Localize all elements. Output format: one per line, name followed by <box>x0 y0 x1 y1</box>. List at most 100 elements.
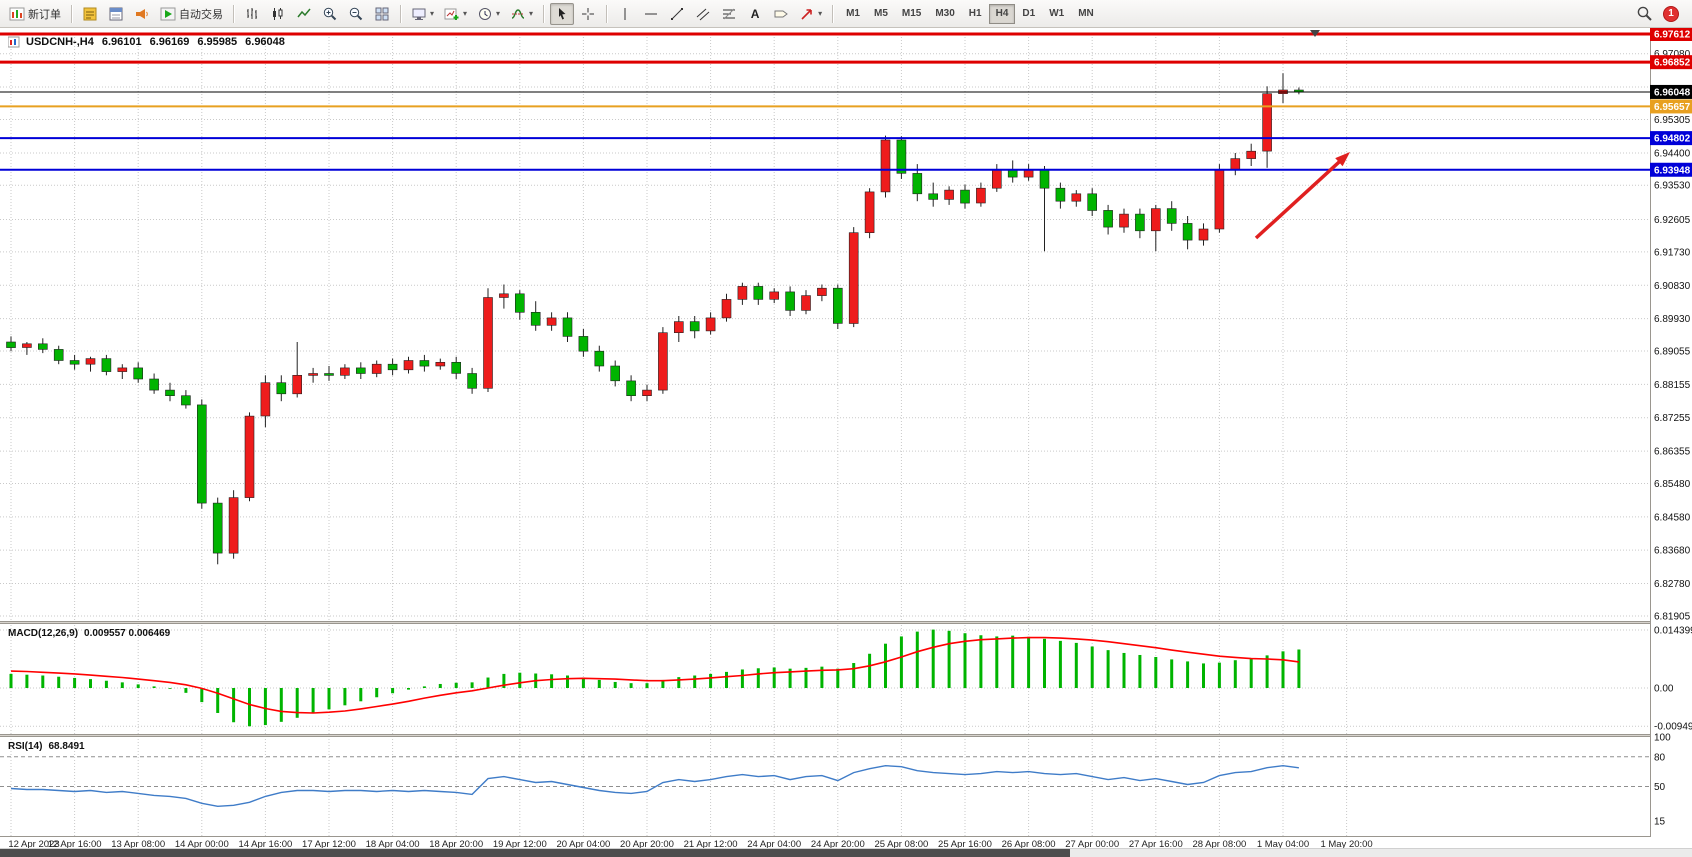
timeframe-h4[interactable]: H4 <box>988 3 1016 24</box>
candle-up <box>817 287 827 296</box>
macd-name: MACD(12,26,9) <box>8 628 79 639</box>
quotes-button[interactable] <box>78 3 102 25</box>
candle-down <box>1103 210 1113 228</box>
candle-down <box>1007 169 1018 178</box>
timeframe-w1[interactable]: W1 <box>1049 8 1065 19</box>
crosshair-button[interactable] <box>576 3 600 25</box>
timeframe-m15[interactable]: M15 <box>901 8 922 19</box>
candle-down <box>149 378 159 391</box>
time-axis-label: 25 Apr 08:00 <box>874 839 928 850</box>
chevron-down-icon: ▾ <box>430 8 435 18</box>
candle-down <box>355 367 366 374</box>
candle-up <box>1119 213 1129 228</box>
candle-up <box>340 367 350 376</box>
candle-up <box>499 293 509 298</box>
price-axis-label: 6.91730 <box>1654 247 1691 258</box>
zoom-out-button[interactable] <box>344 3 368 25</box>
time-axis-label: 27 Apr 16:00 <box>1129 839 1183 850</box>
panel-divider[interactable] <box>0 734 1692 737</box>
price-badge-label: 6.94802 <box>1654 134 1691 145</box>
trendline-button[interactable] <box>665 3 689 25</box>
arrows-button[interactable]: ▾ <box>795 3 826 25</box>
timeframe-d1[interactable]: D1 <box>1022 8 1036 19</box>
candle-down <box>419 360 430 367</box>
time-axis-label: 14 Apr 00:00 <box>175 839 229 850</box>
trend-arrow-annotation[interactable] <box>1254 156 1345 240</box>
toolbar-right: 1 <box>1636 5 1687 22</box>
candle-down <box>1055 187 1066 202</box>
time-axis-label: 1 May 04:00 <box>1257 839 1309 850</box>
zoom-in-button[interactable] <box>318 3 342 25</box>
zoom-in-icon <box>323 7 337 20</box>
price-badge <box>1650 99 1692 114</box>
candle-up <box>944 189 954 200</box>
time-axis-label: 24 Apr 04:00 <box>747 839 801 850</box>
timeframe-m5[interactable]: M5 <box>873 8 888 19</box>
notification-count: 1 <box>1668 8 1674 19</box>
bars-chart-button[interactable] <box>240 3 264 25</box>
candle-down <box>514 293 525 313</box>
time-axis-label: 18 Apr 20:00 <box>429 839 483 850</box>
channel-button[interactable] <box>691 3 715 25</box>
macd-signal-line <box>10 636 1300 714</box>
data-window-button[interactable] <box>104 3 128 25</box>
fibonacci-icon <box>723 8 736 19</box>
price-axis-label: 6.81905 <box>1654 611 1691 622</box>
horizontal-scrollbar[interactable] <box>0 848 1692 857</box>
chevron-down-icon: ▾ <box>529 8 534 18</box>
candle-down <box>387 363 398 371</box>
notification-badge[interactable]: 1 <box>1663 5 1679 22</box>
scrollbar-thumb[interactable] <box>0 849 1070 857</box>
autotrading-button[interactable]: 自动交易 <box>156 3 227 25</box>
tile-windows-button[interactable] <box>370 3 394 25</box>
toolbar-separator <box>832 4 834 23</box>
search-icon[interactable] <box>1636 5 1653 22</box>
high-value: 6.96169 <box>149 36 190 48</box>
horizontal-line-button[interactable] <box>639 3 663 25</box>
cursor-button[interactable] <box>550 2 575 25</box>
toolbar-separator <box>71 4 72 23</box>
candle-up <box>1262 93 1272 152</box>
new-chart-button[interactable]: ▾ <box>440 3 471 25</box>
rsi-value: 68.8491 <box>48 741 85 752</box>
price-axis-label: 6.87255 <box>1654 413 1691 424</box>
timeframe-mn[interactable]: MN <box>1078 8 1094 19</box>
candle-up <box>1071 193 1082 202</box>
candlesticks-chart-button[interactable] <box>266 3 290 25</box>
crosshair-icon <box>582 7 595 20</box>
new-order-button[interactable]: 新订单 <box>5 3 65 25</box>
line-chart-button[interactable] <box>292 3 316 25</box>
panel-divider[interactable] <box>0 621 1692 624</box>
news-button[interactable] <box>130 3 154 25</box>
candle-down <box>562 317 573 337</box>
text-button[interactable]: A <box>743 3 767 25</box>
profiles-icon <box>412 8 426 20</box>
profiles-button[interactable]: ▾ <box>407 3 438 25</box>
candle-down <box>467 373 477 389</box>
price-badge-label: 6.96048 <box>1654 87 1691 98</box>
bars-icon <box>247 7 257 19</box>
vertical-line-button[interactable] <box>613 3 637 25</box>
tile-windows-icon <box>375 7 389 20</box>
candle-down <box>1182 223 1193 241</box>
price-axis-label: 6.94400 <box>1654 149 1691 160</box>
candle-down <box>1135 213 1145 232</box>
price-badge <box>1650 131 1692 146</box>
time-axis-label: 26 Apr 08:00 <box>1002 839 1056 850</box>
time-axis-label: 20 Apr 04:00 <box>556 839 610 850</box>
indicators-button[interactable]: ▾ <box>506 3 537 25</box>
candle-down <box>197 404 207 504</box>
price-badge-label: 6.97612 <box>1654 30 1691 41</box>
symbol-period-label: USDCNH-,H4 <box>26 36 94 48</box>
candle-down <box>785 291 795 311</box>
fibonacci-button[interactable] <box>717 3 741 25</box>
timeframe-m1[interactable]: M1 <box>846 8 860 19</box>
chart-shift-marker[interactable] <box>1310 30 1320 37</box>
candle-up <box>801 295 811 311</box>
candle-down <box>451 361 462 374</box>
timeframe-h1[interactable]: H1 <box>968 8 982 19</box>
timeframe-m30[interactable]: M30 <box>935 8 955 19</box>
period-button[interactable]: ▾ <box>473 3 504 25</box>
label-button[interactable] <box>769 3 793 25</box>
